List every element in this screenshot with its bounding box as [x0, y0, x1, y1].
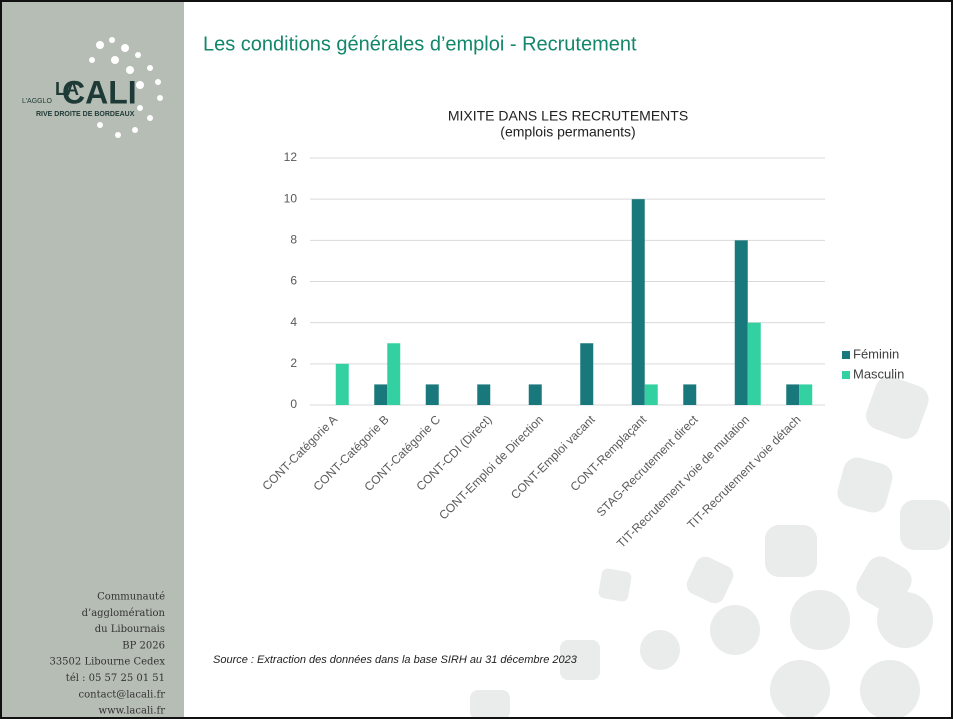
bar	[683, 384, 697, 405]
logo-tagline: RIVE DROITE DE BORDEAUX	[36, 111, 135, 118]
bar	[747, 322, 761, 405]
address-line: 33502 Libourne Cedex	[49, 657, 165, 668]
address-line: du Libournais	[95, 624, 165, 635]
bar	[799, 384, 813, 405]
chart-subtitle: (emplois permanents)	[500, 124, 635, 140]
logo-agglo: L’AGGLO	[22, 98, 53, 105]
decoration	[470, 376, 950, 719]
chart-title: MIXITE DANS LES RECRUTEMENTS	[448, 108, 688, 124]
source-note: Source : Extraction des données dans la …	[213, 654, 578, 666]
address-line: d’agglomération	[82, 608, 166, 619]
bar	[631, 199, 645, 405]
bar	[335, 363, 349, 405]
bar	[374, 384, 388, 405]
y-tick-label: 8	[290, 233, 297, 247]
address-line: Communauté	[97, 592, 165, 603]
logo-dots	[89, 37, 163, 138]
y-tick-label: 0	[290, 397, 297, 411]
y-tick-label: 6	[290, 274, 297, 288]
y-tick-label: 12	[284, 150, 298, 164]
address-line: BP 2026	[122, 640, 165, 651]
bar	[734, 240, 748, 405]
legend-swatch	[842, 371, 850, 379]
y-tick-label: 2	[290, 356, 297, 370]
bar	[477, 384, 491, 405]
logo-cali: CALI	[62, 74, 137, 110]
y-tick-label: 10	[284, 191, 298, 205]
slide-title: Les conditions générales d’emploi - Recr…	[203, 33, 637, 55]
bar	[425, 384, 439, 405]
bar	[644, 384, 658, 405]
legend-label: Masculin	[853, 366, 904, 381]
legend-label: Féminin	[853, 346, 899, 361]
bar	[786, 384, 800, 405]
bar	[580, 343, 594, 405]
bar	[387, 343, 401, 405]
address-line: contact@lacali.fr	[79, 689, 166, 700]
address-line: www.lacali.fr	[99, 706, 166, 717]
bar	[528, 384, 542, 405]
address-line: tél : 05 57 25 01 51	[66, 673, 165, 684]
y-tick-label: 4	[290, 315, 297, 329]
sidebar	[0, 0, 184, 719]
legend-swatch	[842, 351, 850, 359]
logo-la: LA	[55, 79, 79, 99]
